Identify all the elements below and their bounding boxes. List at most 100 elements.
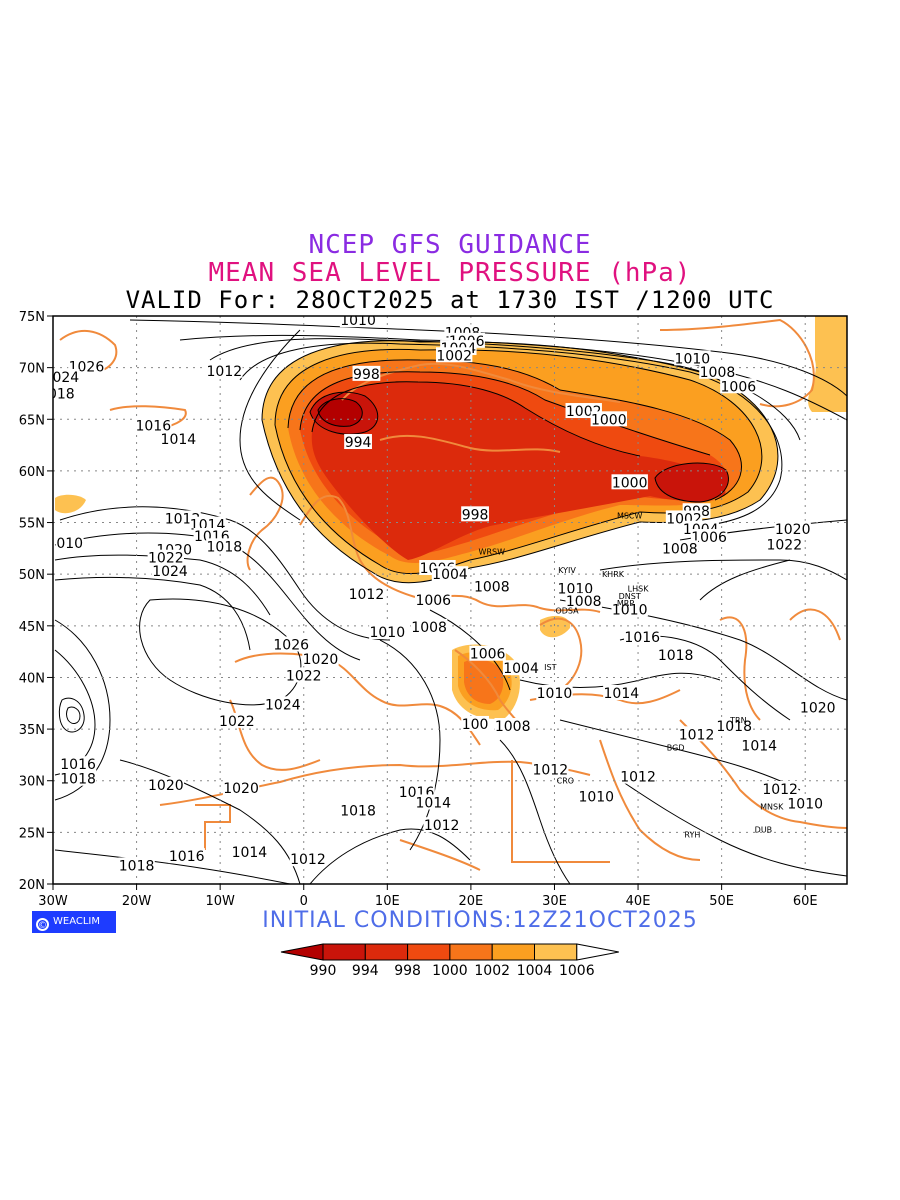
colorbar-segment bbox=[449, 943, 493, 961]
contour-label-bg bbox=[206, 538, 243, 554]
colorbar-label: 1002 bbox=[474, 963, 510, 979]
contour-label-bg bbox=[661, 540, 699, 556]
lat-tick-label: 50N bbox=[19, 568, 45, 583]
colorbar-segment bbox=[322, 943, 366, 961]
contour-label-bg bbox=[699, 363, 736, 379]
contour-label-bg bbox=[231, 844, 268, 860]
lat-tick-label: 75N bbox=[19, 310, 45, 325]
contour-label-bg bbox=[461, 506, 489, 522]
contour-label: 1006 bbox=[721, 379, 757, 395]
contour-label-bg bbox=[494, 718, 531, 734]
city-label: KYIV bbox=[558, 566, 576, 575]
city-label: RYH bbox=[684, 830, 700, 839]
contour-label-bg bbox=[151, 563, 189, 579]
lon-tick-label: 0 bbox=[300, 894, 308, 909]
contour-label-bg bbox=[415, 794, 452, 810]
lat-tick-label: 35N bbox=[19, 723, 45, 738]
contour-label: 1016 bbox=[624, 630, 660, 646]
city-label: DNST bbox=[619, 592, 641, 601]
contour-label-bg bbox=[302, 650, 339, 666]
contour-label-bg bbox=[135, 417, 172, 433]
contour-label: 1014 bbox=[604, 686, 640, 702]
contour-label-bg bbox=[657, 646, 694, 662]
contour-label-bg bbox=[502, 660, 540, 676]
contour-label: 1022 bbox=[766, 537, 802, 553]
contour-label: 1012 bbox=[349, 587, 385, 603]
contour-label: 1006 bbox=[415, 593, 451, 609]
title-valid-time: VALID For: 28OCT2025 at 1730 IST /1200 U… bbox=[125, 286, 775, 314]
contour-label: 1012 bbox=[207, 364, 243, 380]
contour-labels: 1010100810061004100210261024018101299810… bbox=[44, 313, 836, 874]
contour-label-bg bbox=[799, 699, 836, 715]
axis-ticks: 30W 20W 10W 0 10E 20E 30E 40E 50E 60E 75N 70N 65N 60N… bbox=[19, 310, 818, 909]
contour-label: 1024 bbox=[265, 697, 301, 713]
contour-label: 1012 bbox=[679, 727, 715, 743]
contour-label-bg bbox=[720, 378, 757, 394]
contour-label: 1012 bbox=[532, 762, 568, 778]
contour-label-bg bbox=[536, 684, 573, 700]
lon-tick-label: 30W bbox=[38, 894, 68, 909]
contour-label: 1010 bbox=[578, 789, 614, 805]
contour-label-bg bbox=[674, 350, 711, 366]
lat-tick-label: 30N bbox=[19, 775, 45, 790]
lat-tick-label: 20N bbox=[19, 878, 45, 893]
lat-tick-label: 70N bbox=[19, 362, 45, 377]
colorbar-segment bbox=[534, 943, 578, 961]
contour-label-bg bbox=[206, 362, 243, 378]
contour-label: 1018 bbox=[207, 539, 243, 555]
contour-label: 1008 bbox=[662, 541, 698, 557]
contour-label-bg bbox=[469, 645, 506, 661]
contour-label-bg bbox=[678, 726, 715, 742]
contour-label: 018 bbox=[48, 386, 75, 402]
shade-990 bbox=[318, 398, 363, 427]
contour-label: 1006 bbox=[691, 530, 727, 546]
contour-label-bg bbox=[348, 585, 385, 601]
contour-label-bg bbox=[59, 756, 97, 772]
shade-1002-adr bbox=[464, 659, 504, 704]
contour-label: 1008 bbox=[700, 365, 736, 381]
contour-label: 1024 bbox=[44, 370, 80, 386]
colorbar-label: 1000 bbox=[432, 963, 468, 979]
contour-label-bg bbox=[611, 601, 648, 617]
contour-label-bg bbox=[690, 529, 728, 545]
lon-tick-label: 30E bbox=[542, 894, 567, 909]
city-label: LHSK bbox=[628, 585, 650, 594]
contour-label-bg bbox=[423, 817, 460, 833]
contour-label-bg bbox=[289, 851, 327, 867]
contour-label-bg bbox=[435, 347, 473, 363]
lon-tick-label: 20W bbox=[122, 894, 152, 909]
contour-label: 1020 bbox=[775, 522, 811, 538]
colorbar-label: 990 bbox=[310, 963, 337, 979]
contour-label-bg bbox=[222, 779, 260, 795]
contour-label: 1014 bbox=[232, 845, 268, 861]
colorbar-arrow-high bbox=[576, 943, 619, 961]
contour-label: 010 bbox=[56, 536, 83, 552]
contour-label: 1010 bbox=[340, 313, 376, 329]
contour-label: 1008 bbox=[495, 719, 531, 735]
contour-label: 1010 bbox=[537, 686, 573, 702]
contour-label: 1012 bbox=[762, 782, 798, 798]
city-label: WRSW bbox=[479, 547, 506, 556]
city-label: CRO bbox=[557, 777, 574, 786]
logo-text: WEACLIM bbox=[53, 916, 101, 927]
colorbar-segment bbox=[364, 943, 409, 961]
contour-label: 1004 bbox=[503, 661, 539, 677]
isobars bbox=[54, 319, 847, 884]
contour-label: 1006 bbox=[470, 647, 506, 663]
contour-label: 1002 bbox=[436, 348, 472, 364]
contour-label-bg bbox=[160, 430, 197, 446]
contour-label: 1012 bbox=[620, 770, 656, 786]
contour-label: 1022 bbox=[286, 668, 322, 684]
copyright-icon: © bbox=[36, 918, 49, 931]
contour-label: 1016 bbox=[135, 419, 171, 435]
lon-tick-label: 20E bbox=[459, 894, 484, 909]
city-label: MNSK bbox=[760, 803, 784, 812]
contour-label: 1024 bbox=[152, 564, 188, 580]
contour-label-bg bbox=[557, 580, 594, 596]
contour-label-bg bbox=[415, 592, 452, 608]
contour-label-bg bbox=[619, 768, 657, 784]
colorbar-label: 998 bbox=[394, 963, 421, 979]
contour-label: 1014 bbox=[415, 795, 451, 811]
contour-label-bg bbox=[611, 474, 648, 490]
